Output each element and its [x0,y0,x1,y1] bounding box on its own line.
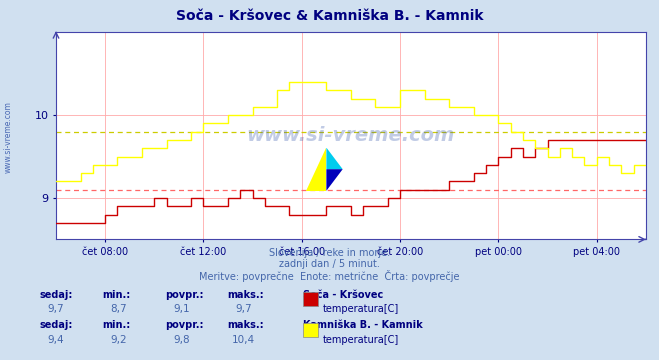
Text: temperatura[C]: temperatura[C] [323,304,399,314]
Text: povpr.:: povpr.: [165,290,203,300]
Text: www.si-vreme.com: www.si-vreme.com [246,126,455,145]
Text: sedaj:: sedaj: [40,320,73,330]
Text: Soča - Kršovec: Soča - Kršovec [303,290,384,300]
Polygon shape [326,148,343,169]
Text: maks.:: maks.: [227,290,264,300]
Text: 10,4: 10,4 [232,335,256,345]
Text: min.:: min.: [102,290,130,300]
Text: Meritve: povprečne  Enote: metrične  Črta: povprečje: Meritve: povprečne Enote: metrične Črta:… [199,270,460,282]
Text: zadnji dan / 5 minut.: zadnji dan / 5 minut. [279,259,380,269]
Text: Soča - Kršovec & Kamniška B. - Kamnik: Soča - Kršovec & Kamniška B. - Kamnik [176,9,483,23]
Polygon shape [326,169,343,191]
Text: 9,7: 9,7 [47,304,65,314]
Text: povpr.:: povpr.: [165,320,203,330]
Text: 9,4: 9,4 [47,335,65,345]
Text: 8,7: 8,7 [110,304,127,314]
Text: Slovenija / reke in morje.: Slovenija / reke in morje. [269,248,390,258]
Text: 9,7: 9,7 [235,304,252,314]
Polygon shape [306,148,326,191]
Text: sedaj:: sedaj: [40,290,73,300]
Text: Kamniška B. - Kamnik: Kamniška B. - Kamnik [303,320,423,330]
Text: 9,2: 9,2 [110,335,127,345]
Text: temperatura[C]: temperatura[C] [323,335,399,345]
Text: www.si-vreme.com: www.si-vreme.com [3,101,13,173]
Text: 9,1: 9,1 [173,304,190,314]
Text: 9,8: 9,8 [173,335,190,345]
Text: maks.:: maks.: [227,320,264,330]
Text: min.:: min.: [102,320,130,330]
